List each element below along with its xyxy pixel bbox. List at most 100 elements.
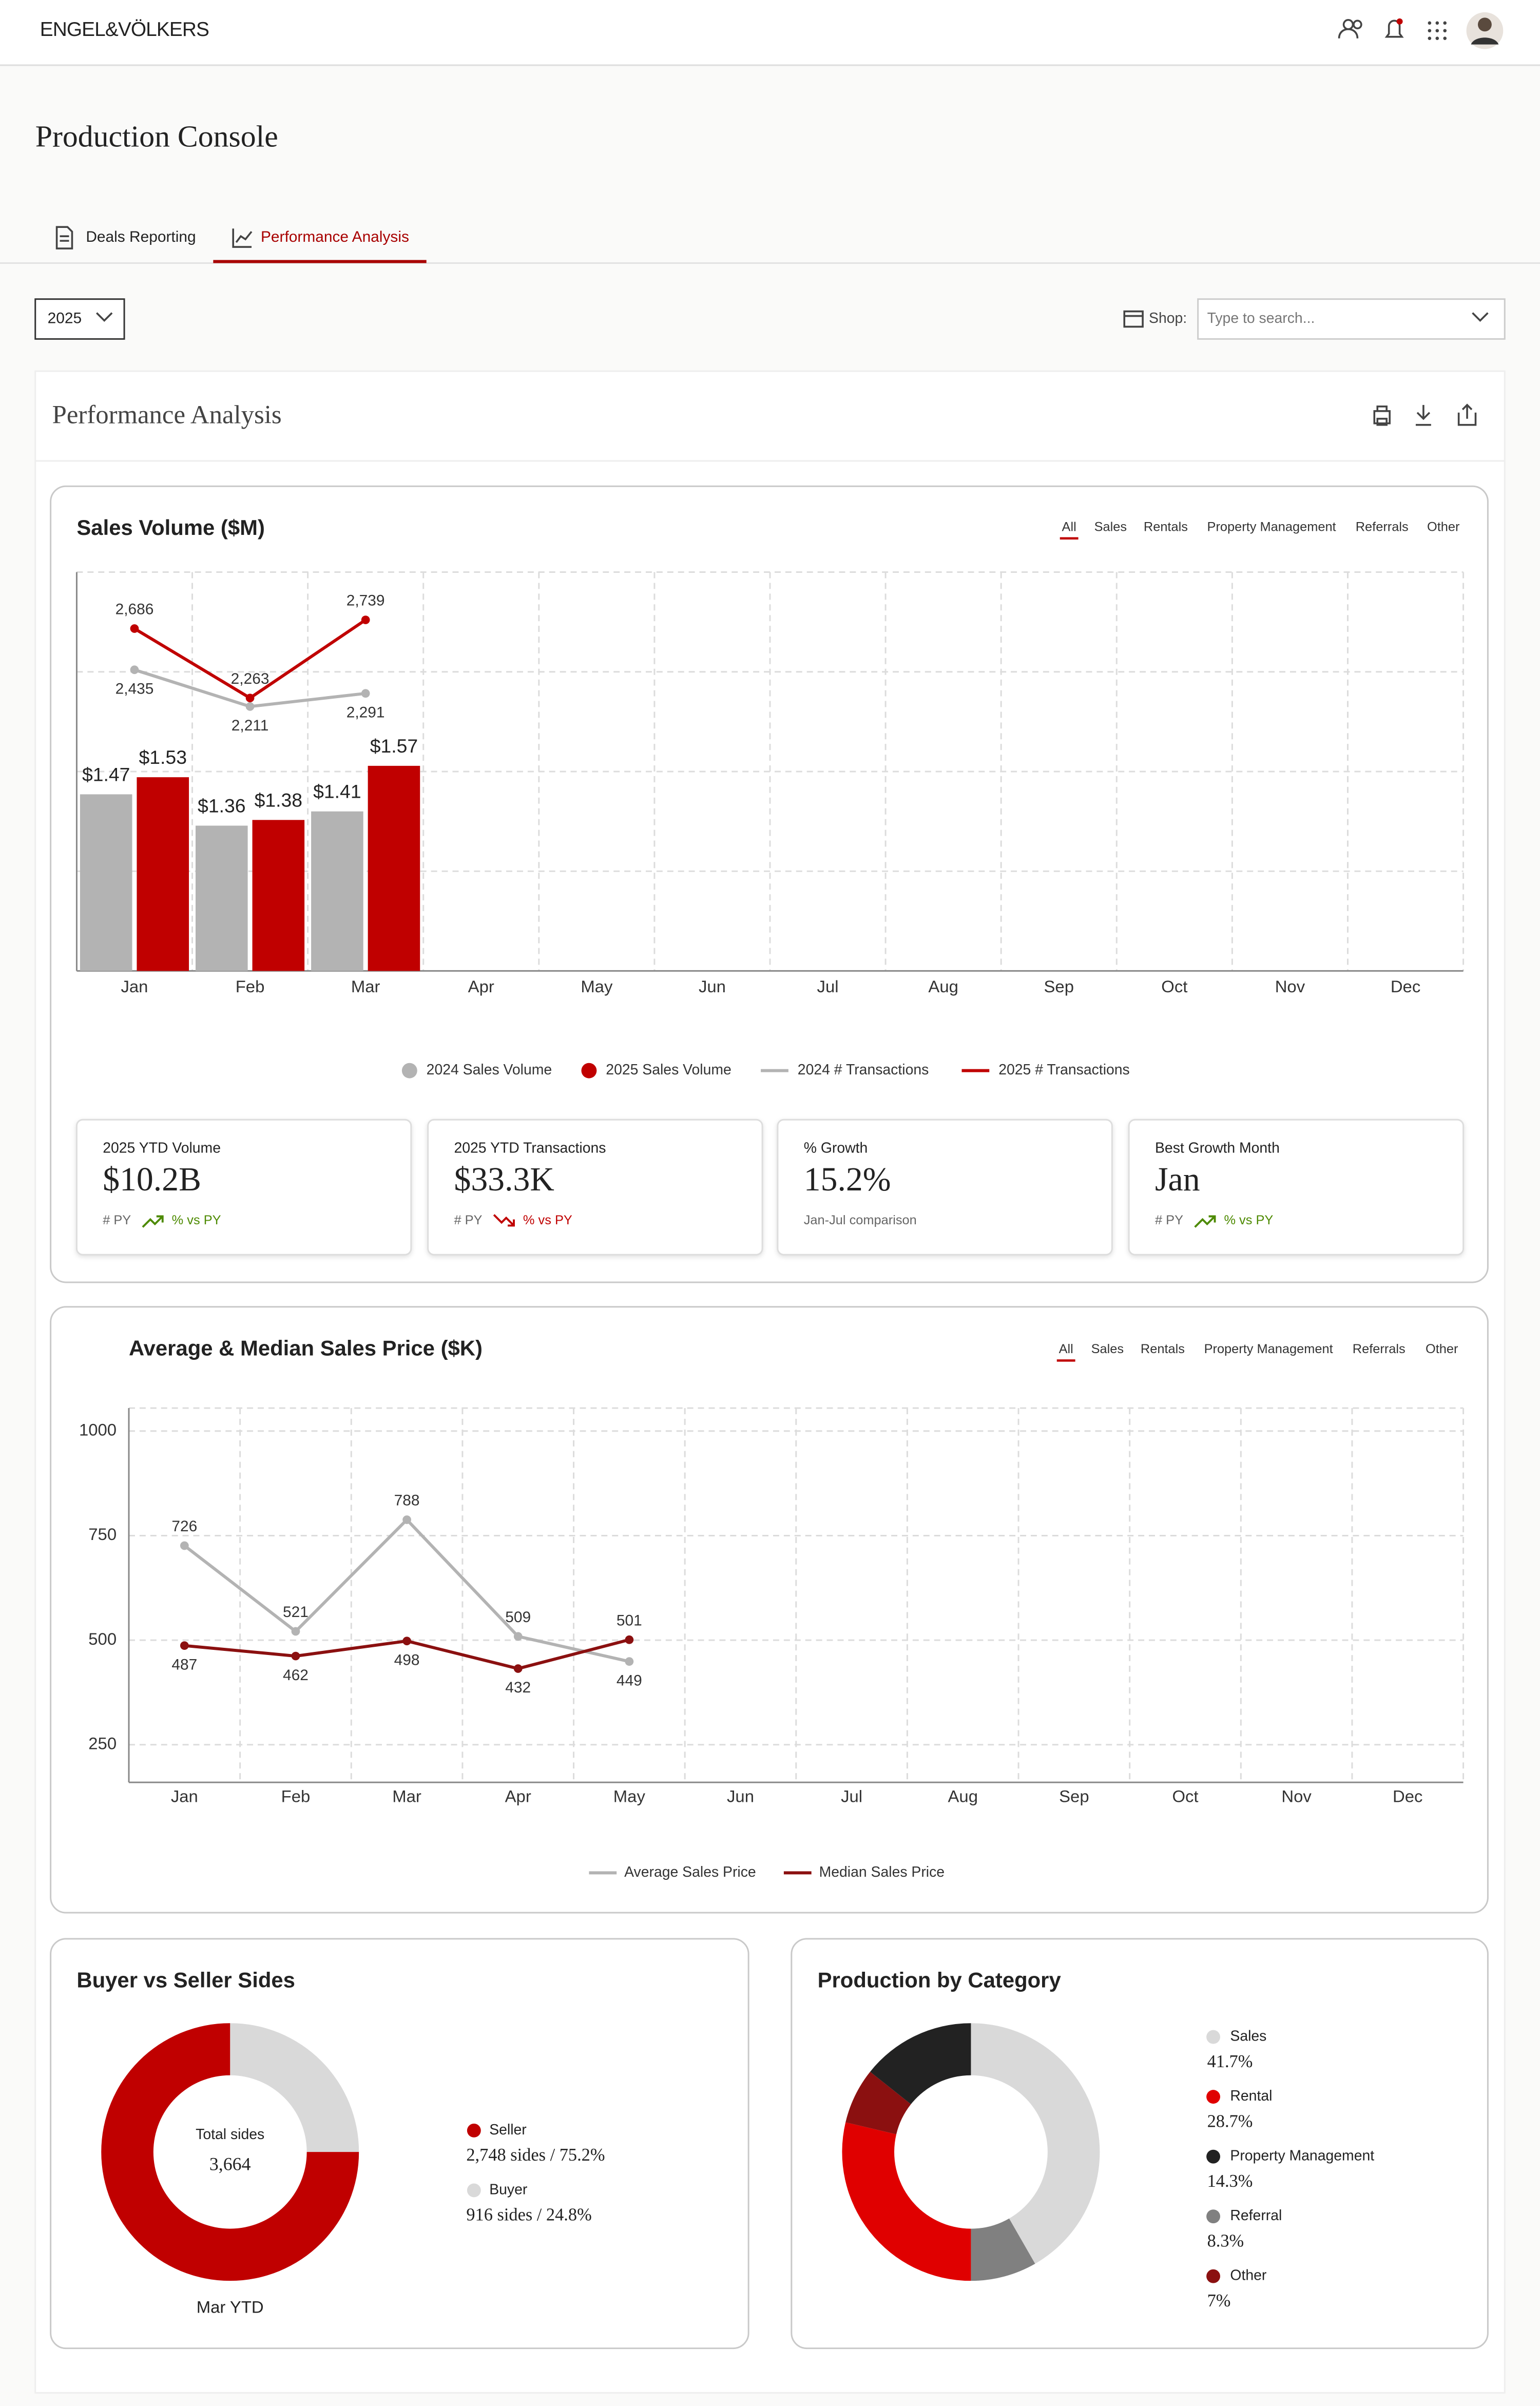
data-label: 449 <box>617 1672 642 1689</box>
kpi-foot: # PY <box>1155 1213 1183 1227</box>
data-label: 2,291 <box>346 704 385 721</box>
shop-icon <box>1123 310 1144 328</box>
price-card <box>50 1306 1489 1914</box>
filter[interactable]: Referrals <box>1356 520 1409 534</box>
legend-label: Referral <box>1230 2207 1282 2224</box>
x-tick-label: Feb <box>236 977 265 996</box>
legend-swatch <box>1206 2149 1220 2164</box>
x-tick-label: Nov <box>1281 1787 1312 1806</box>
x-tick-label: Jul <box>817 977 839 996</box>
filter[interactable]: Referrals <box>1353 1342 1406 1356</box>
point <box>130 624 139 633</box>
legend-swatch <box>1206 2030 1220 2044</box>
legend-label: 2024 Sales Volume <box>427 1062 552 1078</box>
legend-label: Sales <box>1230 2028 1266 2045</box>
legend-swatch <box>581 1063 597 1079</box>
legend-value: 14.3% <box>1207 2171 1253 2191</box>
y-tick-label: 750 <box>88 1525 117 1544</box>
x-tick-label: Aug <box>948 1787 978 1806</box>
x-tick-label: Sep <box>1044 977 1074 996</box>
filter[interactable]: Sales <box>1091 1342 1124 1356</box>
data-label: 726 <box>171 1518 197 1535</box>
legend-swatch <box>401 1063 417 1079</box>
donut-segment <box>870 2023 971 2105</box>
page-title: Production Console <box>35 120 278 153</box>
x-tick-label: Oct <box>1161 977 1187 996</box>
legend-label: Median Sales Price <box>819 1864 945 1880</box>
tab-active[interactable]: Performance Analysis <box>261 228 409 245</box>
sides-card <box>50 1938 749 2350</box>
x-tick-label: Jun <box>727 1787 754 1806</box>
x-tick-label: Dec <box>1393 1787 1422 1806</box>
data-label: 2,686 <box>116 601 154 618</box>
filter[interactable]: All <box>1059 1342 1073 1356</box>
legend-label: 2024 # Transactions <box>798 1062 929 1078</box>
point <box>291 1627 300 1636</box>
data-label: $1.57 <box>370 735 418 757</box>
year-select[interactable] <box>34 298 125 340</box>
filter[interactable]: Sales <box>1094 520 1127 534</box>
kpi-delta: % vs PY <box>172 1213 221 1227</box>
x-tick-label: Aug <box>928 977 958 996</box>
kpi-value: $33.3K <box>454 1161 554 1198</box>
x-tick-label: May <box>613 1787 646 1806</box>
x-tick-label: Jan <box>121 977 148 996</box>
kpi-label: % Growth <box>804 1140 868 1157</box>
chart-title: Production by Category <box>818 1968 1062 1992</box>
data-label: 498 <box>394 1651 420 1668</box>
trend-icon <box>1194 1215 1216 1228</box>
filter[interactable]: Property Management <box>1207 520 1336 534</box>
point <box>513 1632 523 1641</box>
point <box>245 702 255 711</box>
bar <box>252 820 305 971</box>
filter[interactable]: All <box>1062 520 1076 534</box>
data-label: 487 <box>171 1656 197 1673</box>
filter[interactable]: Other <box>1426 1342 1458 1356</box>
apps-icon[interactable] <box>1428 21 1447 40</box>
kpi-foot: # PY <box>454 1213 482 1227</box>
bar <box>311 811 363 971</box>
filter[interactable]: Other <box>1427 520 1460 534</box>
legend-swatch <box>1206 2269 1220 2283</box>
share-icon[interactable] <box>1457 403 1477 426</box>
trend-icon <box>493 1214 515 1227</box>
legend-swatch <box>467 2183 481 2198</box>
shop-placeholder: Type to search... <box>1207 310 1315 326</box>
brand[interactable]: ENGEL&VÖLKERS <box>40 18 209 41</box>
chart-icon <box>232 228 253 248</box>
filter[interactable]: Rentals <box>1144 520 1188 534</box>
kpi-value: 15.2% <box>804 1161 891 1198</box>
legend-label: Seller <box>489 2122 527 2138</box>
kpi-card <box>777 1119 1113 1256</box>
data-label: 432 <box>505 1679 531 1696</box>
download-icon[interactable] <box>1415 405 1431 426</box>
tab[interactable]: Deals Reporting <box>86 228 196 245</box>
bar <box>368 765 420 971</box>
point <box>625 1657 634 1666</box>
point <box>245 694 255 703</box>
avatar[interactable] <box>1466 12 1504 49</box>
data-label: 2,739 <box>346 592 385 609</box>
kpi-label: Best Growth Month <box>1155 1140 1280 1157</box>
point <box>361 689 370 698</box>
x-tick-label: Oct <box>1172 1787 1198 1806</box>
kpi-card <box>1128 1119 1465 1256</box>
bar <box>137 777 189 971</box>
print-icon[interactable] <box>1373 406 1391 426</box>
bar <box>195 825 248 971</box>
filter[interactable]: Property Management <box>1204 1342 1333 1356</box>
point <box>180 1641 189 1650</box>
people-icon[interactable] <box>1338 19 1362 39</box>
shop-label: Shop: <box>1149 310 1187 326</box>
chart-title: Average & Median Sales Price ($K) <box>129 1336 483 1360</box>
kpi-card <box>427 1119 763 1256</box>
bell-icon[interactable] <box>1384 18 1404 38</box>
legend-value: 28.7% <box>1207 2111 1253 2131</box>
shop-input[interactable] <box>1197 298 1506 340</box>
filter[interactable]: Rentals <box>1141 1342 1185 1356</box>
top-bar <box>0 0 1540 65</box>
donut-segment <box>230 2023 359 2152</box>
legend-value: 7% <box>1207 2291 1231 2311</box>
kpi-label: 2025 YTD Transactions <box>454 1140 606 1157</box>
bar <box>80 794 132 971</box>
